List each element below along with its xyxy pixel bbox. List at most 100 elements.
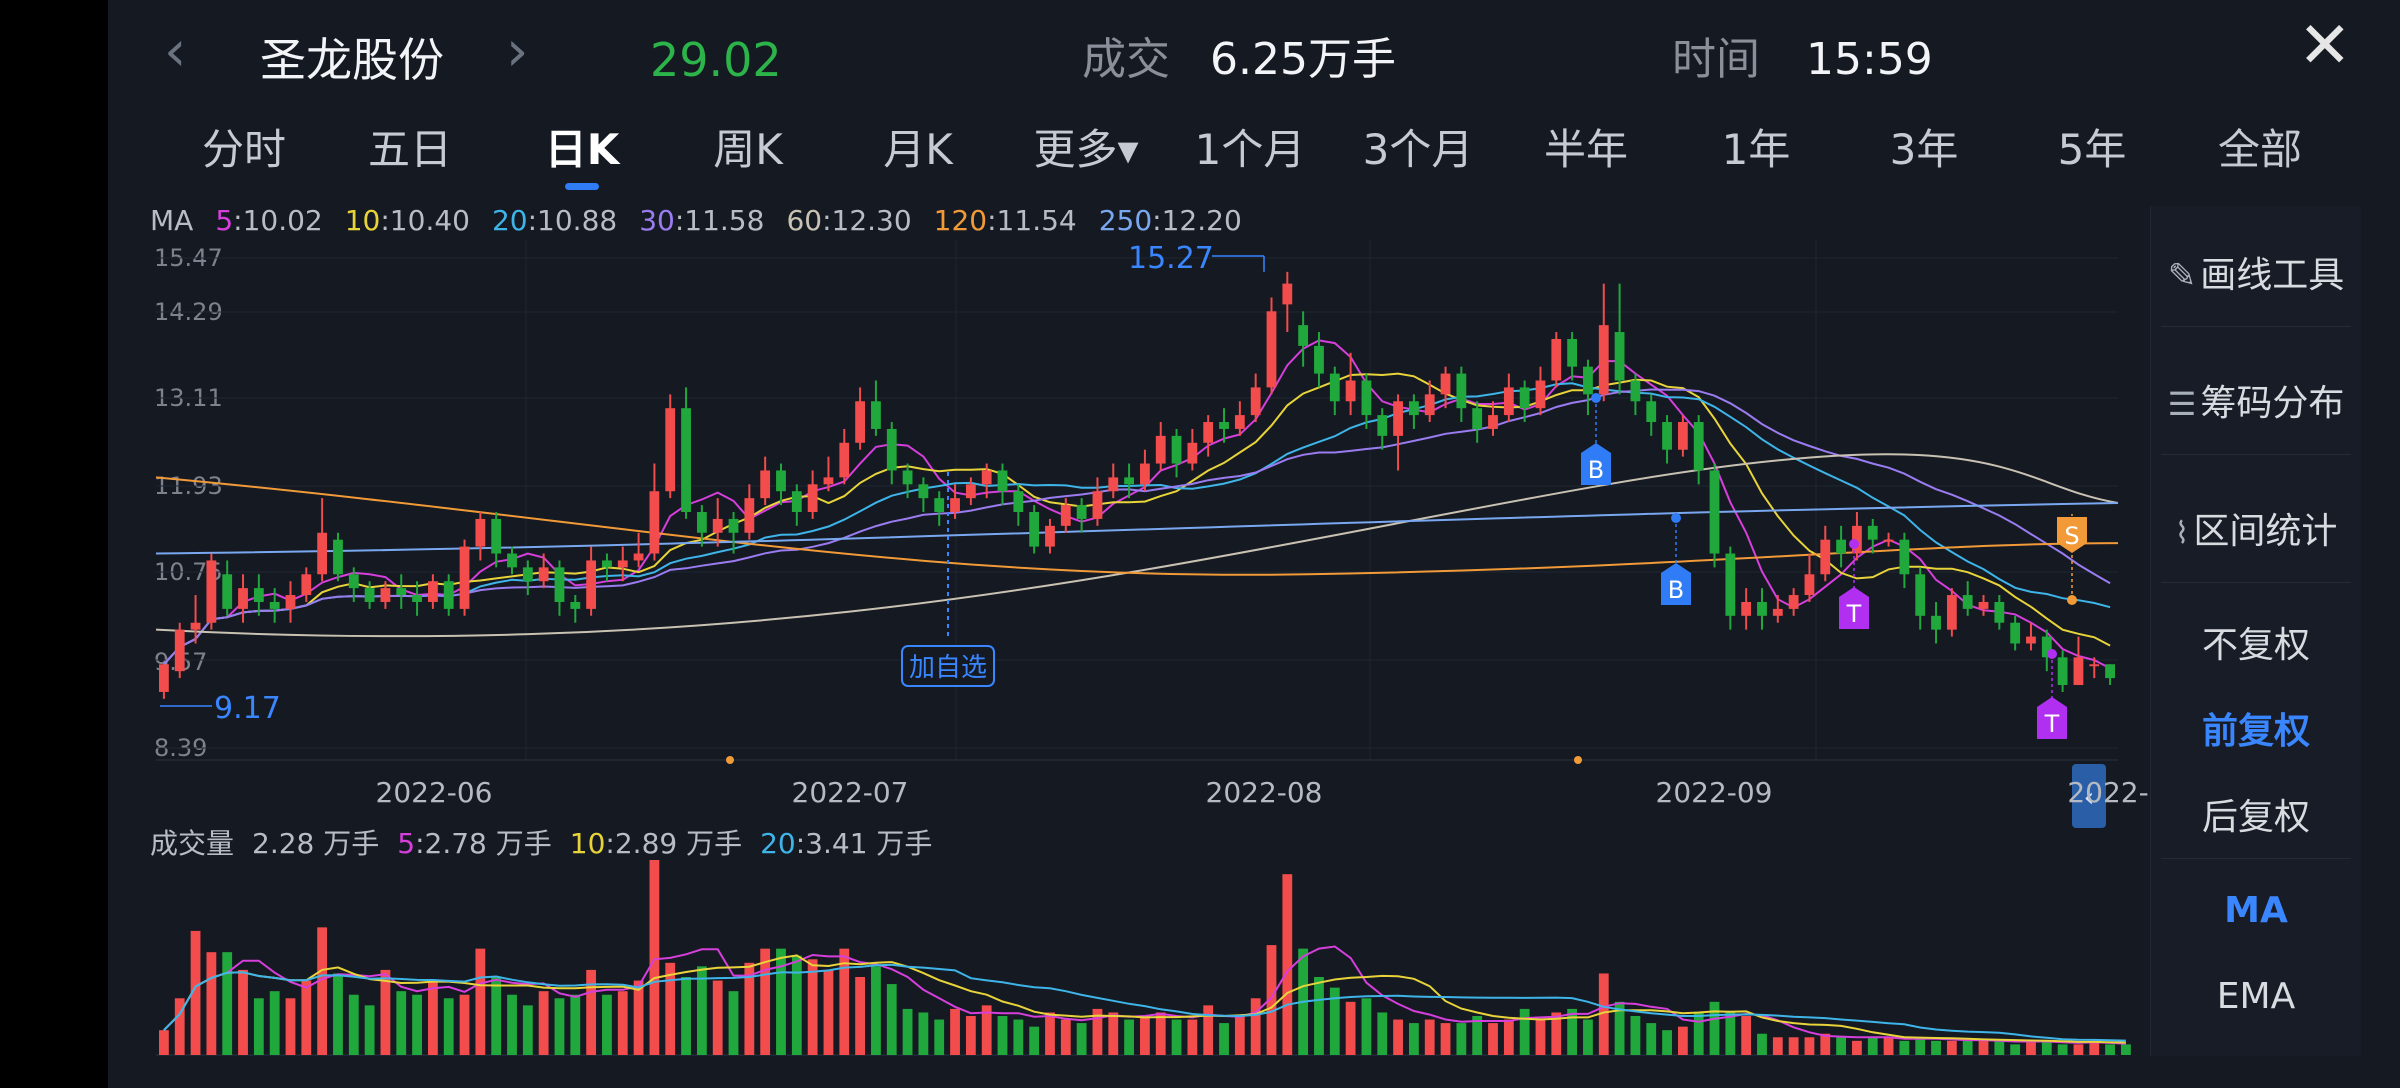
volume-bar xyxy=(1408,1023,1419,1055)
candle-body xyxy=(1820,539,1831,575)
buy-marker-badge xyxy=(1581,443,1611,485)
ma-line xyxy=(155,502,2119,555)
tab-7[interactable]: 3个月 xyxy=(1362,125,1474,174)
tab-0[interactable]: 分时 xyxy=(201,125,287,174)
volume-bar xyxy=(1915,1037,1926,1055)
tab-11[interactable]: 5年 xyxy=(2057,125,2127,174)
volume-bar xyxy=(190,930,201,1055)
volume-bar xyxy=(1598,973,1609,1055)
volume-ma-line xyxy=(163,954,2126,1044)
range-stats-button[interactable]: ⌇ 区间统计 xyxy=(2151,502,2361,554)
volume-bar xyxy=(1788,1037,1799,1055)
volume-legend-label: 成交量 xyxy=(150,827,235,860)
tab-10[interactable]: 3年 xyxy=(1889,125,1959,174)
volume-bar xyxy=(222,952,233,1055)
buy-marker-badge xyxy=(1661,563,1691,605)
date-axis-label: 2022- xyxy=(2067,776,2149,809)
volume-bar xyxy=(159,1030,169,1055)
draw-tool-button[interactable]: ✎ 画线工具 xyxy=(2151,246,2361,298)
candle-body xyxy=(2041,636,2052,658)
candle-body xyxy=(791,491,802,512)
candle-body xyxy=(1915,574,1926,616)
volume-bar xyxy=(2026,1040,2036,1055)
candle-body xyxy=(633,553,644,561)
chip-distribution-button[interactable]: ☰ 筹码分布 xyxy=(2151,374,2361,426)
candle-body xyxy=(222,574,233,609)
no-adjust-option[interactable]: 不复权 xyxy=(2201,625,2310,666)
volume-bar xyxy=(238,969,248,1055)
ema-indicator-option[interactable]: EMA xyxy=(2216,976,2296,1017)
backward-adjust-option[interactable]: 后复权 xyxy=(2201,797,2310,838)
volume-bar xyxy=(2057,1044,2068,1055)
volume-bar xyxy=(364,1005,375,1055)
volume-bar xyxy=(1677,1026,1688,1055)
ma-indicator-option[interactable]: MA xyxy=(2224,890,2288,931)
tab-1[interactable]: 五日 xyxy=(367,125,453,174)
candle-body xyxy=(1757,601,1767,616)
candle-body xyxy=(1931,615,1941,630)
draw-tool-label: 画线工具 xyxy=(2200,255,2345,296)
candle-body xyxy=(1725,553,1736,616)
volume-bar xyxy=(1725,1012,1736,1055)
ma-legend-item: 5:10.02 xyxy=(215,204,322,237)
volume-bar xyxy=(1140,1016,1150,1055)
volume-bar xyxy=(886,984,897,1055)
candle-body xyxy=(1234,415,1245,429)
kline-chart[interactable]: 15.27 9.17 加自选 B B T T S ‹ xyxy=(108,0,2148,1088)
sell-marker: S xyxy=(2064,522,2079,550)
ma-period: 30 xyxy=(639,204,675,237)
volume-bar xyxy=(633,980,644,1055)
tab-6[interactable]: 1个月 xyxy=(1194,125,1306,174)
volume-bar xyxy=(2089,1040,2100,1055)
close-icon[interactable]: ✕ xyxy=(2298,9,2352,83)
volume-bar xyxy=(712,980,723,1055)
divider xyxy=(2161,326,2351,327)
t-marker: T xyxy=(2044,710,2060,738)
volume-bar xyxy=(1852,1040,1862,1055)
volume-bar xyxy=(427,980,438,1055)
volume-bar xyxy=(791,955,802,1055)
volume-bar xyxy=(1804,1037,1815,1055)
pen-icon: ✎ xyxy=(2167,256,2197,296)
candle-body xyxy=(253,588,264,602)
volume-ma-value: :2.78 万手 xyxy=(415,827,552,860)
volume-ma-value: :2.89 万手 xyxy=(605,827,743,860)
chevron-right-icon[interactable]: › xyxy=(506,19,529,84)
tab-2[interactable]: 日K xyxy=(544,125,620,174)
tab-12[interactable]: 全部 xyxy=(2217,125,2303,174)
candle-body xyxy=(206,560,217,623)
tab-4[interactable]: 月K xyxy=(883,125,953,174)
volume-bar xyxy=(1329,987,1340,1055)
volume-bar xyxy=(1266,945,1277,1055)
candle-body xyxy=(1614,332,1625,381)
chevron-left-icon[interactable]: ‹ xyxy=(164,19,187,84)
candle-body xyxy=(981,470,992,485)
candle-body xyxy=(190,622,201,630)
volume-bar xyxy=(1314,977,1324,1055)
tab-9[interactable]: 1年 xyxy=(1721,125,1791,174)
forward-adjust-option[interactable]: 前复权 xyxy=(2201,711,2310,752)
volume-bar xyxy=(2121,1044,2131,1055)
tab-5[interactable]: 更多▾ xyxy=(1033,125,1139,174)
ma-period: 5 xyxy=(215,204,234,237)
active-tab-indicator xyxy=(565,183,599,190)
candle-body xyxy=(269,601,280,609)
volume-ma-line xyxy=(163,963,2126,1042)
candle-body xyxy=(1060,505,1071,526)
period-tabs: 分时 五日 日K 周K 月K 更多▾ 1个月 3个月 半年 1年 3年 5年 全部 xyxy=(108,116,2400,190)
tab-3[interactable]: 周K xyxy=(713,125,783,174)
time-label: 时间 xyxy=(1672,34,1760,85)
volume-bar xyxy=(1662,1030,1672,1055)
volume-bar xyxy=(1709,1001,1720,1055)
stock-name: 圣龙股份 xyxy=(260,33,444,87)
buy-marker: B xyxy=(1668,576,1684,604)
ma-line xyxy=(163,382,2111,665)
candle-body xyxy=(1203,422,1214,443)
candle-body xyxy=(1994,601,2005,623)
candle-body xyxy=(1298,325,1309,346)
candle-body xyxy=(665,408,676,492)
candle-body xyxy=(902,470,913,485)
tab-8[interactable]: 半年 xyxy=(1543,125,1629,174)
event-dot xyxy=(726,756,734,764)
candle-body xyxy=(427,581,438,602)
